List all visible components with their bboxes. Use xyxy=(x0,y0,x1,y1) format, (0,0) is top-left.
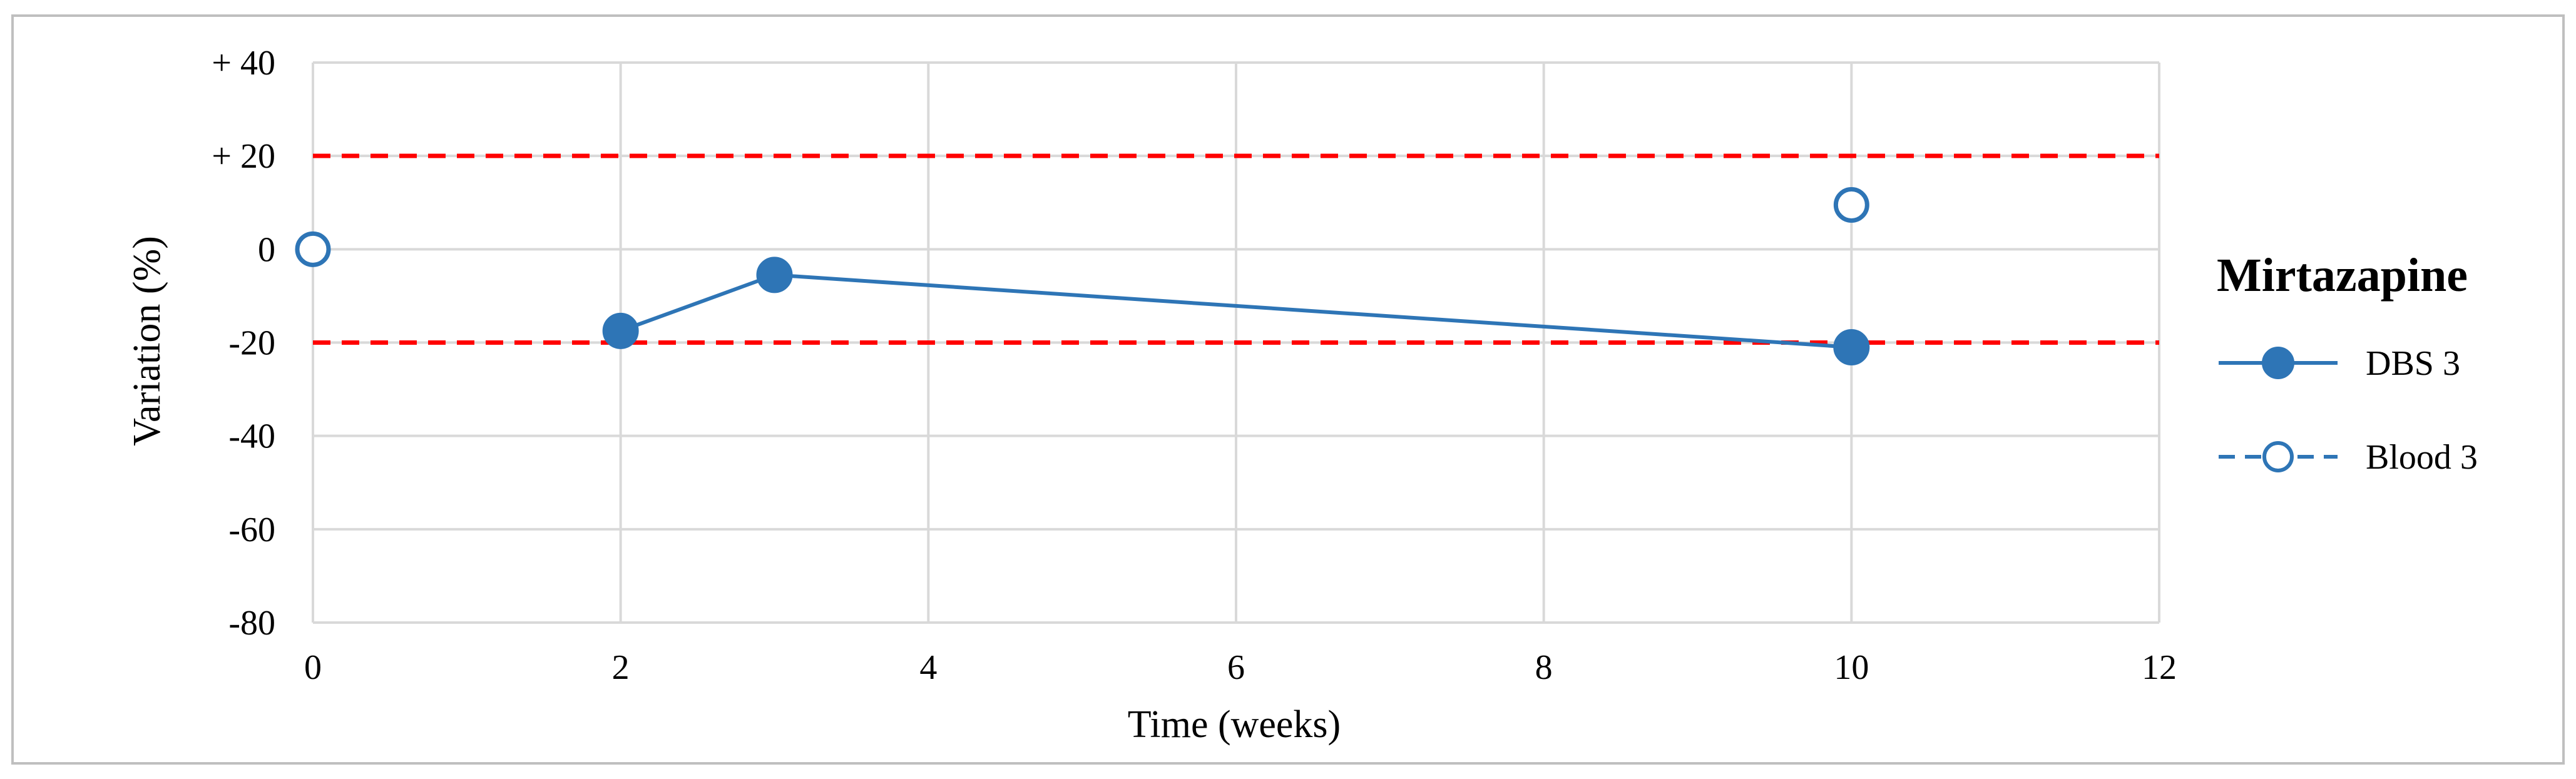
legend-label: Blood 3 xyxy=(2366,438,2478,477)
y-tick-label: -80 xyxy=(228,604,275,643)
tick-labels: 0 2 4 6 8 10 12 + 40 + 20 0 -20 -40 -60 -80 xyxy=(212,44,2177,687)
x-tick-label: 12 xyxy=(2142,648,2177,687)
legend-marker xyxy=(2262,347,2294,379)
x-tick-label: 10 xyxy=(1834,648,1869,687)
series-dbs-3 xyxy=(602,257,1870,365)
x-tick-label: 2 xyxy=(612,648,630,687)
y-tick-label: -60 xyxy=(228,511,275,549)
legend-title: Mirtazapine xyxy=(2217,249,2468,302)
y-tick-label: + 40 xyxy=(212,44,275,83)
series-layer xyxy=(295,186,1870,365)
y-axis-title: Variation (%) xyxy=(126,236,168,446)
x-tick-label: 0 xyxy=(304,648,322,687)
series-blood-3 xyxy=(295,186,1869,267)
data-point xyxy=(756,257,793,293)
legend-item: Blood 3 xyxy=(2219,438,2478,477)
legend-label: DBS 3 xyxy=(2366,344,2460,383)
legend: Mirtazapine DBS 3 Blood 3 xyxy=(2217,249,2478,477)
x-tick-label: 8 xyxy=(1535,648,1553,687)
data-point xyxy=(1833,186,1869,223)
y-tick-label: + 20 xyxy=(212,137,275,176)
x-axis-title: Time (weeks) xyxy=(1128,703,1341,746)
legend-marker xyxy=(2262,441,2294,472)
legend-item: DBS 3 xyxy=(2219,344,2460,383)
legend-items: DBS 3 Blood 3 xyxy=(2219,344,2478,477)
data-point xyxy=(602,312,639,349)
x-tick-label: 6 xyxy=(1227,648,1245,687)
data-point xyxy=(1833,328,1870,365)
y-tick-label: 0 xyxy=(258,230,275,269)
chart-outer-border xyxy=(11,14,2565,765)
y-tick-label: -20 xyxy=(228,324,275,363)
data-point xyxy=(295,231,331,267)
y-tick-label: -40 xyxy=(228,417,275,456)
x-tick-label: 4 xyxy=(919,648,937,687)
